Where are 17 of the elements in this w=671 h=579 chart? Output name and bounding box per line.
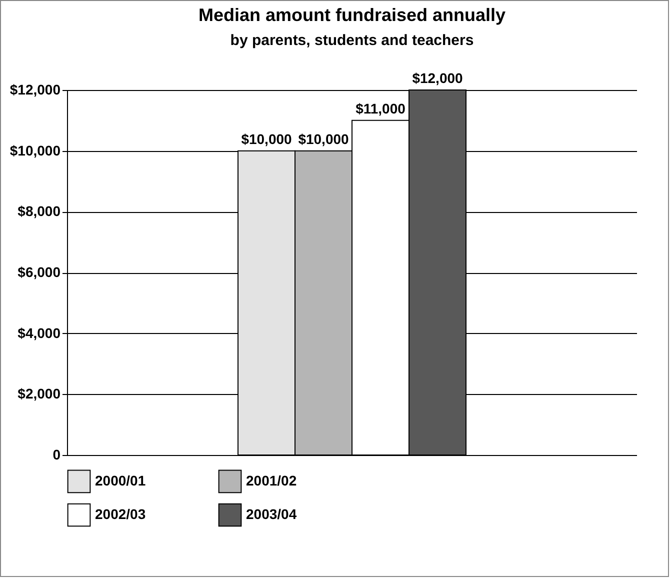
- data-label: $11,000: [356, 100, 406, 116]
- chart-subtitle: by parents, students and teachers: [230, 32, 474, 49]
- legend-label: 2001/02: [246, 472, 297, 488]
- y-tick-label: $4,000: [18, 324, 61, 341]
- y-tick-label: $12,000: [10, 82, 61, 98]
- y-tick-label: 0: [52, 446, 61, 462]
- data-label: $10,000: [241, 130, 292, 147]
- data-label: $12,000: [412, 70, 464, 86]
- chart-title: Median amount fundraised annually: [198, 5, 506, 25]
- y-tick-label: $8,000: [18, 203, 61, 220]
- legend-label: 2000/01: [95, 472, 146, 488]
- legend-label: 2002/03: [95, 506, 146, 522]
- y-tick-label: $6,000: [18, 264, 61, 280]
- data-label: $10,000: [298, 130, 350, 147]
- y-tick-label: $10,000: [10, 142, 61, 158]
- y-tick-label: $2,000: [18, 386, 61, 402]
- legend-label: 2003/04: [246, 506, 297, 522]
